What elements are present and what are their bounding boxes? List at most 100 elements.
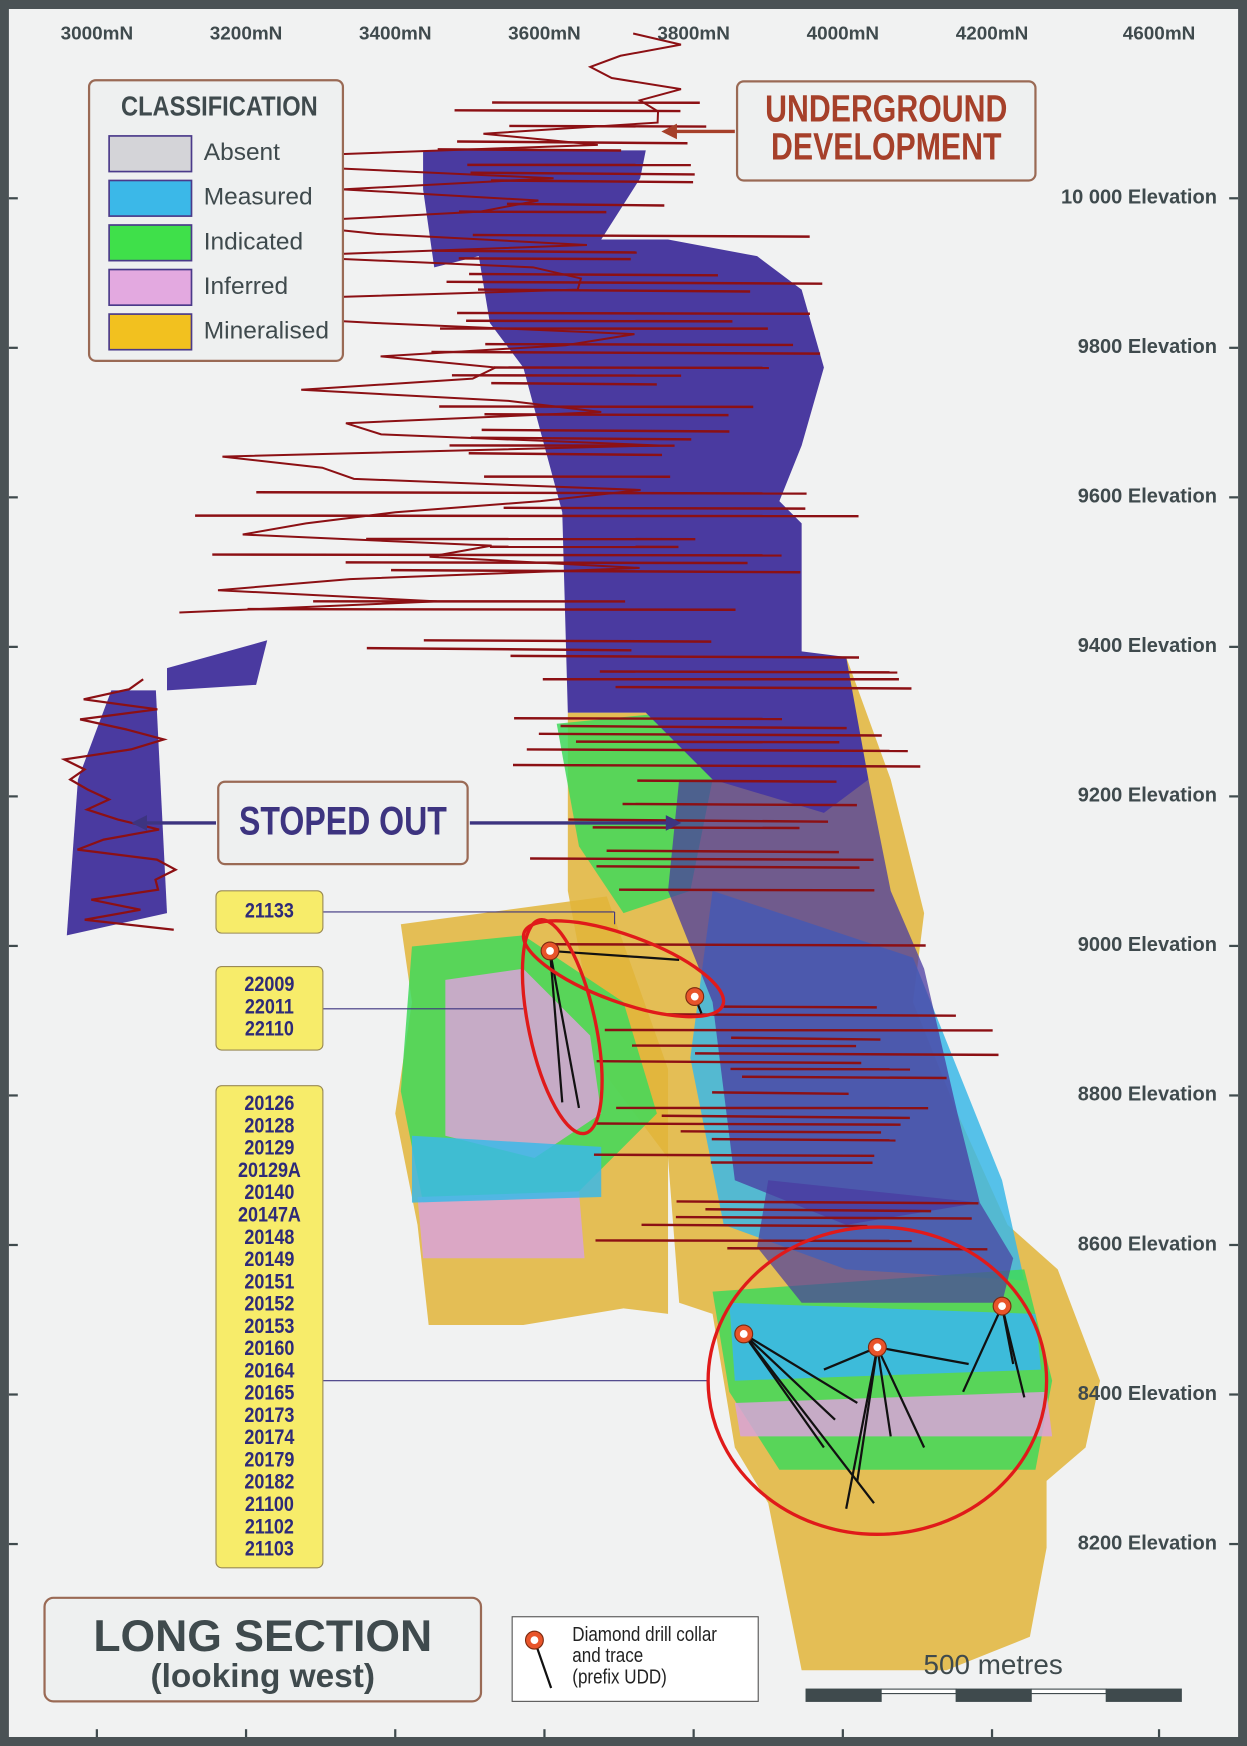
hole-id: 20129 — [244, 1136, 294, 1160]
drill-collar-center — [998, 1302, 1006, 1311]
top-axis-label: 3400mN — [359, 24, 432, 45]
drive — [661, 1114, 910, 1120]
hole-id: 22110 — [245, 1017, 294, 1041]
drive — [711, 1137, 896, 1142]
drive — [431, 350, 821, 355]
title: LONG SECTION — [93, 1612, 432, 1661]
drive — [695, 1052, 999, 1057]
arrow-head — [661, 123, 677, 140]
drill-trace — [962, 1305, 1004, 1393]
hole-id: 21102 — [245, 1515, 294, 1539]
drive — [667, 1013, 956, 1017]
drill-legend-box — [511, 1616, 759, 1702]
drill-trace — [743, 1332, 858, 1404]
scale-segment — [955, 1688, 1032, 1702]
drill-trace — [548, 950, 581, 1109]
top-axis-label: 3800mN — [657, 24, 730, 45]
legend-swatch — [108, 268, 193, 307]
hole-id: 20173 — [244, 1404, 294, 1428]
elevation-label: 9400 Elevation — [1078, 635, 1217, 657]
hole-id: 20165 — [244, 1381, 294, 1405]
drill-legend-text: Diamond drill collar — [572, 1623, 717, 1646]
drive — [595, 1239, 912, 1243]
elevation-label: 9800 Elevation — [1078, 336, 1217, 358]
top-axis-label: 3200mN — [210, 24, 283, 45]
drill-trace — [877, 1346, 969, 1366]
drive — [506, 202, 665, 207]
drive — [512, 763, 921, 768]
hole-id: 20182 — [244, 1470, 294, 1494]
hole-id: 21133 — [245, 899, 294, 923]
hole-id: 20149 — [244, 1248, 294, 1272]
drive — [477, 288, 751, 293]
main-drive — [170, 32, 682, 614]
drill-legend-text: (prefix UDD) — [572, 1665, 667, 1688]
drive — [481, 428, 730, 433]
drill-collar-center — [873, 1343, 882, 1352]
inferred-zone — [417, 1191, 585, 1259]
legend-label: Inferred — [204, 273, 288, 300]
callout-text: STOPED OUT — [239, 798, 447, 843]
drive — [423, 639, 712, 643]
drill-collar-center — [546, 947, 554, 955]
title-box — [43, 1596, 483, 1703]
drive — [468, 452, 663, 457]
arrow-head — [131, 815, 147, 831]
hole-list-box — [215, 965, 324, 1051]
hole-id: 20179 — [244, 1448, 294, 1472]
drive — [469, 272, 718, 277]
drill-trace — [876, 1347, 892, 1437]
drill-trace — [823, 1346, 878, 1371]
hole-id: 20164 — [244, 1359, 294, 1383]
drive — [568, 818, 829, 823]
drive — [596, 1059, 862, 1065]
drive — [675, 1215, 972, 1220]
drive — [619, 888, 875, 892]
legend-swatch — [108, 224, 193, 262]
drive — [727, 1246, 988, 1251]
drive — [538, 732, 882, 737]
legend-label: Absent — [204, 139, 280, 166]
drive — [472, 233, 810, 238]
drive — [530, 857, 874, 862]
drive — [435, 249, 637, 254]
hole-list-box — [215, 1085, 324, 1569]
drive — [553, 943, 926, 947]
drive — [526, 748, 908, 753]
hole-id: 22009 — [244, 973, 294, 997]
hole-id: 21100 — [245, 1493, 294, 1517]
subtitle: (looking west) — [151, 1658, 375, 1695]
elevation-label: 10 000 Elevation — [1061, 187, 1217, 209]
drive — [606, 849, 839, 854]
scale-segment — [1105, 1688, 1182, 1702]
top-axis-label: 4200mN — [956, 24, 1029, 45]
drive — [637, 779, 837, 783]
hole-id: 20140 — [244, 1181, 294, 1205]
drive — [491, 381, 657, 386]
drive — [212, 553, 782, 557]
legend-label: Mineralised — [204, 317, 329, 344]
hole-id: 20160 — [244, 1337, 294, 1361]
drive — [510, 654, 860, 659]
callout-box — [217, 780, 469, 866]
top-axis-label: 4600mN — [1123, 24, 1196, 45]
hole-id: 20126 — [244, 1092, 294, 1116]
elevation-label: 9600 Elevation — [1078, 486, 1217, 508]
development — [60, 32, 999, 1251]
legend-title: CLASSIFICATION — [121, 92, 318, 122]
drill-collar-center — [690, 992, 699, 1001]
drive — [705, 1208, 932, 1213]
drive — [723, 1005, 877, 1009]
drive — [470, 436, 692, 441]
drive — [457, 311, 810, 316]
legend-label: Indicated — [204, 228, 303, 255]
drive — [485, 342, 794, 347]
stoped-zone — [66, 690, 168, 936]
drive — [458, 257, 631, 261]
elevation-label: 8800 Elevation — [1078, 1084, 1217, 1106]
drive — [742, 1075, 947, 1080]
hole-id: 21103 — [245, 1537, 294, 1561]
drive — [615, 685, 912, 690]
top-axis-label: 3600mN — [508, 24, 581, 45]
